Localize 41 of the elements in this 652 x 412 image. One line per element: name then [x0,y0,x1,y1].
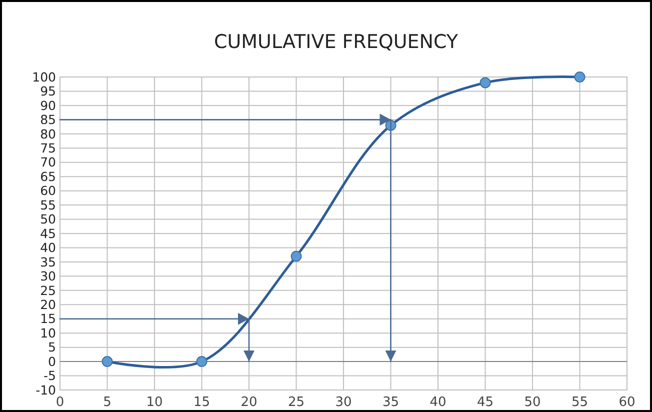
x-tick-label: 35 [382,395,400,410]
x-tick-label: 25 [288,395,305,410]
y-tick-label: 30 [40,268,56,284]
y-tick-label: 15 [40,311,56,326]
y-tick-label: 20 [40,297,56,312]
y-tick-label: 60 [40,183,56,198]
x-tick-label: 55 [571,395,588,410]
x-tick-label: 20 [240,395,258,410]
x-tick-label: 45 [476,395,494,410]
point [480,77,491,88]
y-tick-label: 5 [48,340,56,355]
y-tick-label: 55 [40,197,56,212]
x-tick-label: 5 [103,395,112,410]
point [102,356,113,368]
y-tick-label: 65 [40,168,56,184]
y-tick-label: 35 [40,254,56,270]
x-tick-label: 60 [618,395,636,410]
x-tick-label: 50 [524,395,541,410]
point [574,72,586,82]
y-tick-label: 80 [40,126,56,142]
x-tick-label: 30 [335,395,352,410]
y-tick-label: 10 [40,325,56,340]
x-tick-label: 10 [146,395,163,410]
y-tick-label: 50 [40,212,56,227]
y-tick-label: 75 [40,140,56,156]
x-tick-label: 40 [430,395,446,410]
y-tick-label: 70 [40,154,56,170]
point [290,250,302,262]
y-tick-label: 85 [40,112,56,128]
y-tick-label: 100 [32,69,56,84]
x-tick-label: 15 [193,395,210,410]
y-tick-label: 95 [40,84,56,99]
y-tick-label: -5 [44,368,56,384]
point [196,356,208,368]
y-tick-label: 25 [40,282,56,298]
y-tick-label: 0 [48,354,56,369]
y-tick-label: 90 [40,98,56,113]
y-tick-label: 40 [40,240,56,256]
y-tick-label: -10 [36,382,56,398]
y-tick-label: 45 [40,226,56,241]
chart-title: CUMULATIVE FREQUENCY [214,31,458,53]
